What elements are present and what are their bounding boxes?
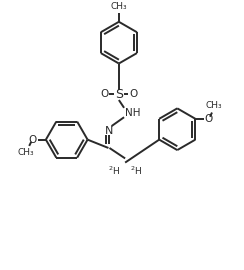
- Text: S: S: [115, 88, 123, 101]
- Text: N: N: [105, 126, 114, 136]
- Text: O: O: [100, 89, 108, 99]
- Text: CH₃: CH₃: [111, 2, 127, 11]
- Text: $^2$H: $^2$H: [130, 165, 142, 177]
- Text: O: O: [28, 135, 37, 145]
- Text: O: O: [129, 89, 138, 99]
- Text: NH: NH: [125, 108, 141, 118]
- Text: CH₃: CH₃: [18, 148, 34, 157]
- Text: O: O: [205, 114, 213, 124]
- Text: CH₃: CH₃: [206, 102, 223, 110]
- Text: $^2$H: $^2$H: [108, 165, 120, 177]
